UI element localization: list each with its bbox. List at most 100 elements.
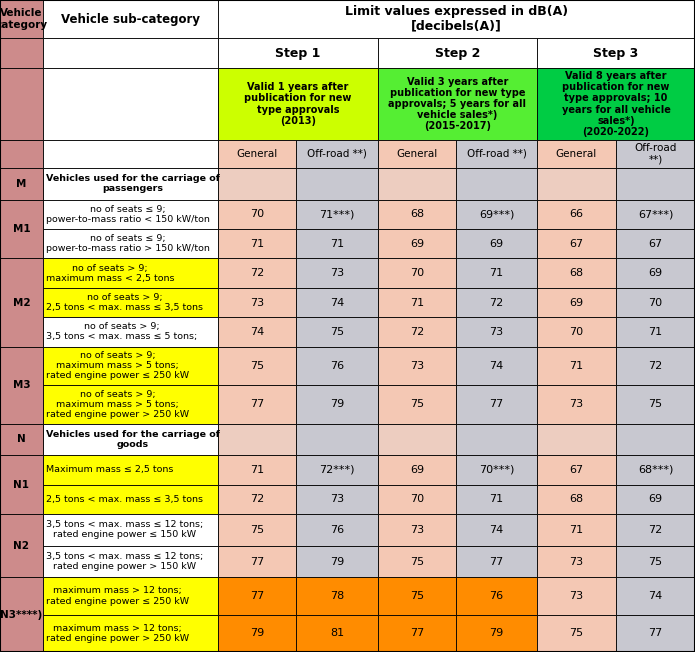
Bar [616,424,695,455]
Text: 72: 72 [250,494,264,505]
Text: Vehicles used for the carriage of
passengers: Vehicles used for the carriage of passen… [46,174,220,194]
Bar [537,484,616,514]
Text: 68: 68 [410,209,424,219]
Text: 73: 73 [489,327,504,337]
Text: 77: 77 [648,629,662,638]
Text: 66: 66 [569,209,584,219]
Bar [537,385,616,424]
Bar [456,258,537,288]
Bar [218,484,296,514]
Text: 73: 73 [410,361,424,371]
Bar [537,514,616,546]
Text: 75: 75 [648,557,662,567]
Bar [218,38,378,68]
Bar [456,200,537,229]
Text: no of seats ≤ 9;
power-to-mass ratio < 150 kW/ton: no of seats ≤ 9; power-to-mass ratio < 1… [46,205,210,224]
Text: 70: 70 [648,297,662,308]
Text: no of seats ≤ 9;
power-to-mass ratio > 150 kW/ton: no of seats ≤ 9; power-to-mass ratio > 1… [46,234,210,253]
Text: no of seats > 9;
3,5 tons < max. mass ≤ 5 tons;: no of seats > 9; 3,5 tons < max. mass ≤ … [46,323,197,342]
Text: 75: 75 [250,361,264,371]
Bar [0,168,43,200]
Text: 75: 75 [410,591,424,601]
Text: Step 3: Step 3 [594,46,639,59]
Bar [296,347,378,385]
Text: 73: 73 [410,525,424,535]
Text: 74: 74 [489,525,504,535]
Bar [296,318,378,347]
Text: 72: 72 [489,297,504,308]
Bar [218,68,378,140]
Bar [378,578,456,615]
Bar [537,424,616,455]
Bar [296,140,378,168]
Bar [43,615,218,652]
Text: M3: M3 [13,380,31,390]
Bar [0,424,43,455]
Text: Valid 3 years after
publication for new type
approvals; 5 years for all
vehicle : Valid 3 years after publication for new … [389,76,527,132]
Bar [616,288,695,318]
Text: no of seats > 9;
maximum mass > 5 tons;
rated engine power ≤ 250 kW: no of seats > 9; maximum mass > 5 tons; … [46,351,189,381]
Bar [43,140,218,168]
Text: 67***): 67***) [638,209,673,219]
Bar [456,484,537,514]
Bar [0,0,43,38]
Bar [43,514,218,546]
Bar [43,200,218,229]
Bar [296,168,378,200]
Bar [43,318,218,347]
Bar [456,318,537,347]
Text: 74: 74 [489,361,504,371]
Text: 76: 76 [489,591,504,601]
Bar [378,455,456,484]
Bar [378,200,456,229]
Bar [296,385,378,424]
Bar [378,229,456,258]
Bar [218,229,296,258]
Bar [0,514,43,578]
Text: 75: 75 [250,525,264,535]
Text: 70: 70 [410,494,424,505]
Text: 73: 73 [569,591,584,601]
Bar [456,455,537,484]
Text: 71: 71 [569,525,584,535]
Text: 71: 71 [489,268,504,278]
Text: 75: 75 [410,399,424,409]
Bar [296,578,378,615]
Text: 67: 67 [569,465,584,475]
Bar [378,318,456,347]
Text: 69: 69 [648,268,662,278]
Text: General: General [556,149,597,159]
Text: 77: 77 [489,557,504,567]
Bar [456,514,537,546]
Bar [296,546,378,578]
Bar [296,514,378,546]
Bar [616,385,695,424]
Text: General: General [236,149,277,159]
Bar [218,258,296,288]
Bar [296,229,378,258]
Bar [0,578,43,652]
Bar [296,200,378,229]
Text: 77: 77 [250,399,264,409]
Text: 74: 74 [250,327,264,337]
Text: General: General [396,149,438,159]
Bar [0,455,43,514]
Text: 79: 79 [250,629,264,638]
Bar [43,455,218,484]
Text: 81: 81 [330,629,344,638]
Text: N: N [17,434,26,445]
Bar [43,68,218,140]
Bar [378,258,456,288]
Bar [378,347,456,385]
Bar [218,288,296,318]
Text: 71***): 71***) [319,209,354,219]
Text: 74: 74 [330,297,344,308]
Bar [0,140,43,168]
Text: 71: 71 [489,494,504,505]
Bar [218,200,296,229]
Text: maximum mass > 12 tons;
rated engine power > 250 kW: maximum mass > 12 tons; rated engine pow… [46,624,189,643]
Bar [616,578,695,615]
Text: Vehicle sub-category: Vehicle sub-category [61,12,200,25]
Bar [537,200,616,229]
Bar [218,140,296,168]
